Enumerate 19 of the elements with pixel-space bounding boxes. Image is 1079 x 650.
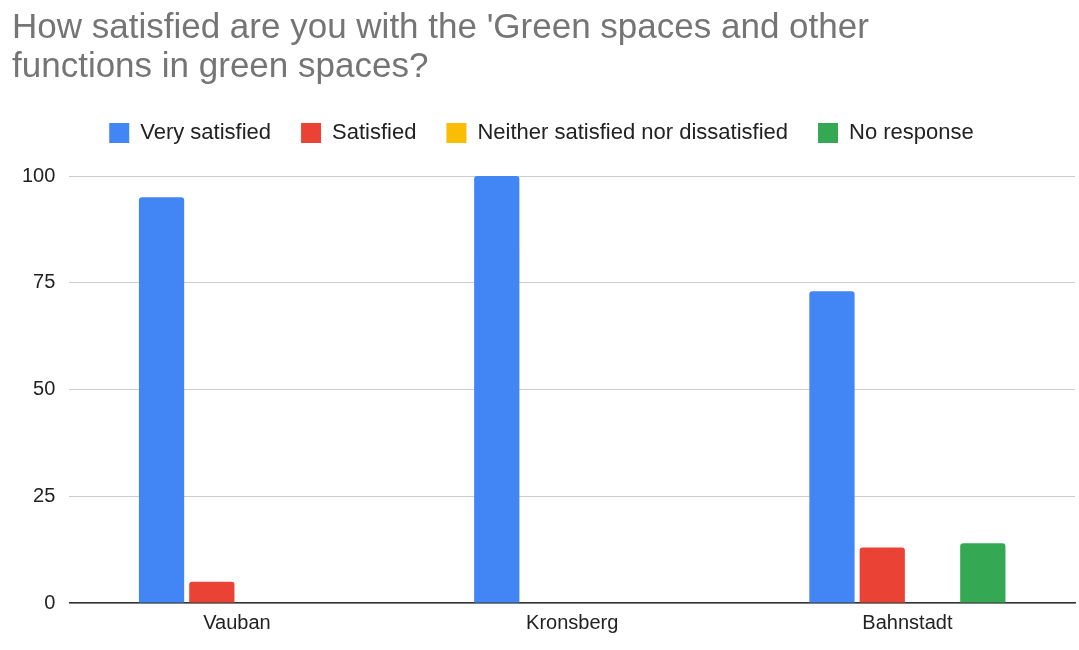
y-tick-label: 50 xyxy=(33,377,56,400)
y-tick-label: 0 xyxy=(44,590,56,613)
x-tick-label: Kronsberg xyxy=(526,610,619,633)
bar xyxy=(960,543,1006,603)
y-tick-label: 100 xyxy=(21,163,56,186)
legend-label: Very satisfied xyxy=(140,119,272,145)
bar xyxy=(859,547,905,603)
chart-title: How satisfied are you with the 'Green spaces and other functions in green spaces? xyxy=(12,6,870,84)
legend-label: Satisfied xyxy=(332,119,417,145)
y-tick-label: 75 xyxy=(33,270,56,293)
legend-label: Neither satisfied nor dissatisfied xyxy=(477,119,789,145)
y-tick-label: 25 xyxy=(33,483,56,506)
bar xyxy=(138,197,185,603)
x-tick-label: Bahnstadt xyxy=(862,610,953,633)
bar xyxy=(809,291,855,603)
bar xyxy=(189,581,235,603)
bar xyxy=(474,176,520,603)
x-tick-label: Vauban xyxy=(203,610,271,633)
legend-label: No response xyxy=(849,119,974,145)
